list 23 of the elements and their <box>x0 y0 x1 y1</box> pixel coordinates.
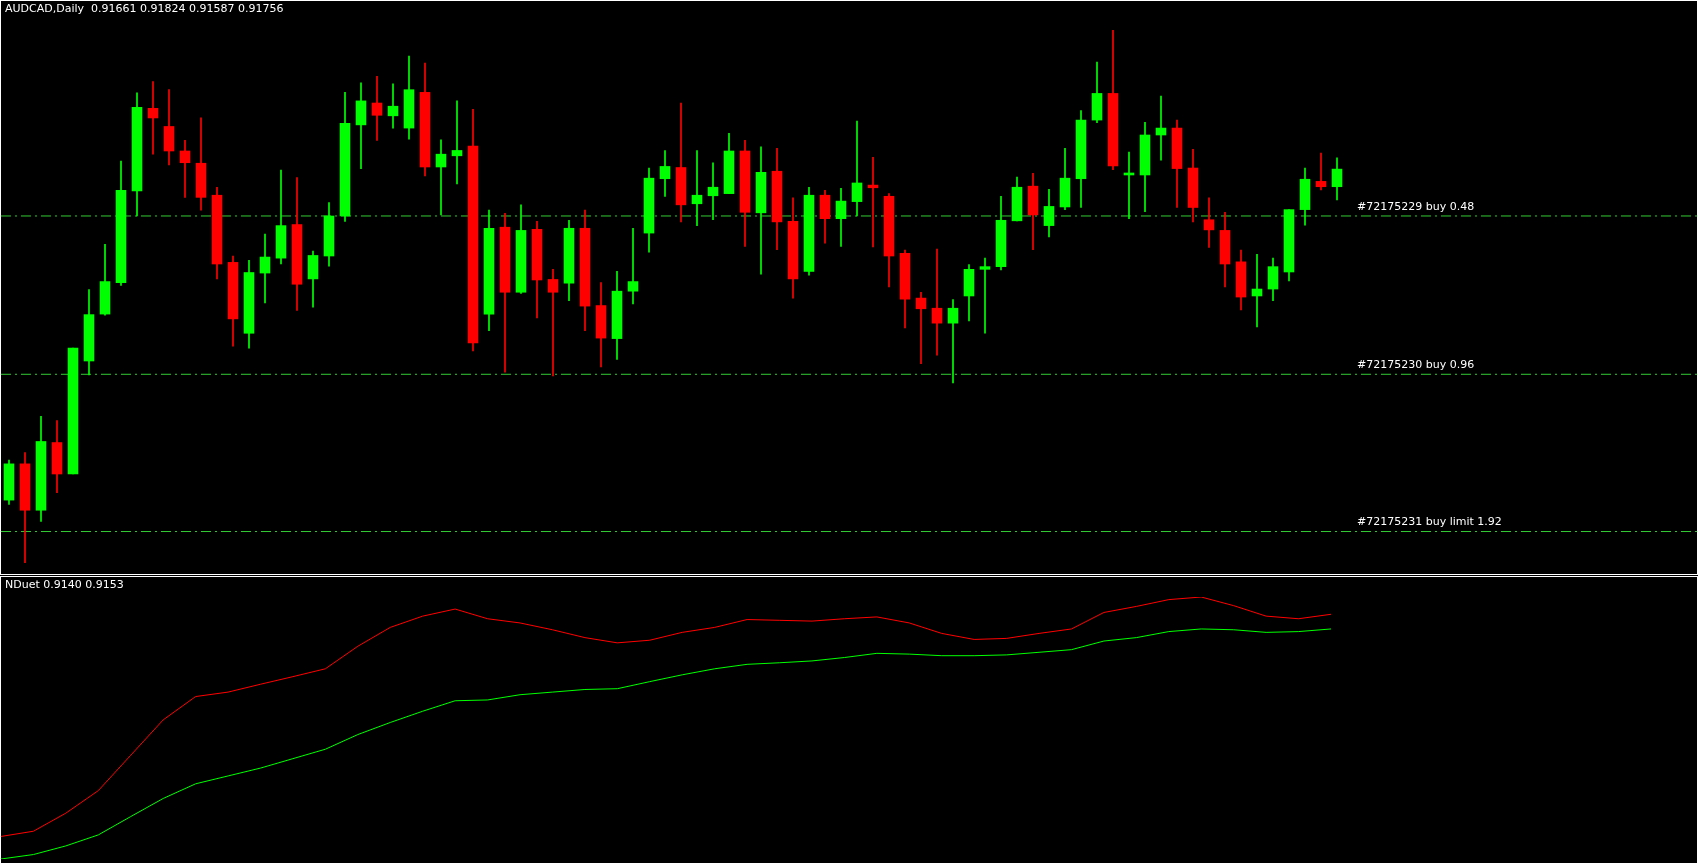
ref-line-label: #72175231 buy limit 1.92 <box>1357 515 1502 529</box>
candlestick <box>707 162 719 221</box>
candlestick <box>915 291 927 364</box>
candlestick <box>387 83 399 129</box>
ref-line-label: #72175230 buy 0.96 <box>1357 358 1475 372</box>
candlestick <box>627 227 639 305</box>
candlestick <box>691 150 703 226</box>
candlestick <box>1203 197 1215 248</box>
candlestick <box>1315 152 1327 191</box>
candlestick <box>259 233 271 304</box>
chart-title: AUDCAD,Daily 0.91661 0.91824 0.91587 0.91756 <box>5 2 284 16</box>
candlestick <box>851 120 863 217</box>
candlestick <box>451 100 463 185</box>
candlestick <box>547 268 559 377</box>
candlestick <box>371 76 383 141</box>
candlestick <box>179 140 191 198</box>
chart-title: NDuet 0.9140 0.9153 <box>5 578 124 592</box>
candlestick <box>979 257 991 334</box>
candlestick <box>435 139 447 216</box>
candlestick <box>147 81 159 155</box>
candlestick <box>947 299 959 384</box>
ref-line-label: #72175229 buy 0.48 <box>1357 199 1475 213</box>
candlestick <box>931 248 943 356</box>
